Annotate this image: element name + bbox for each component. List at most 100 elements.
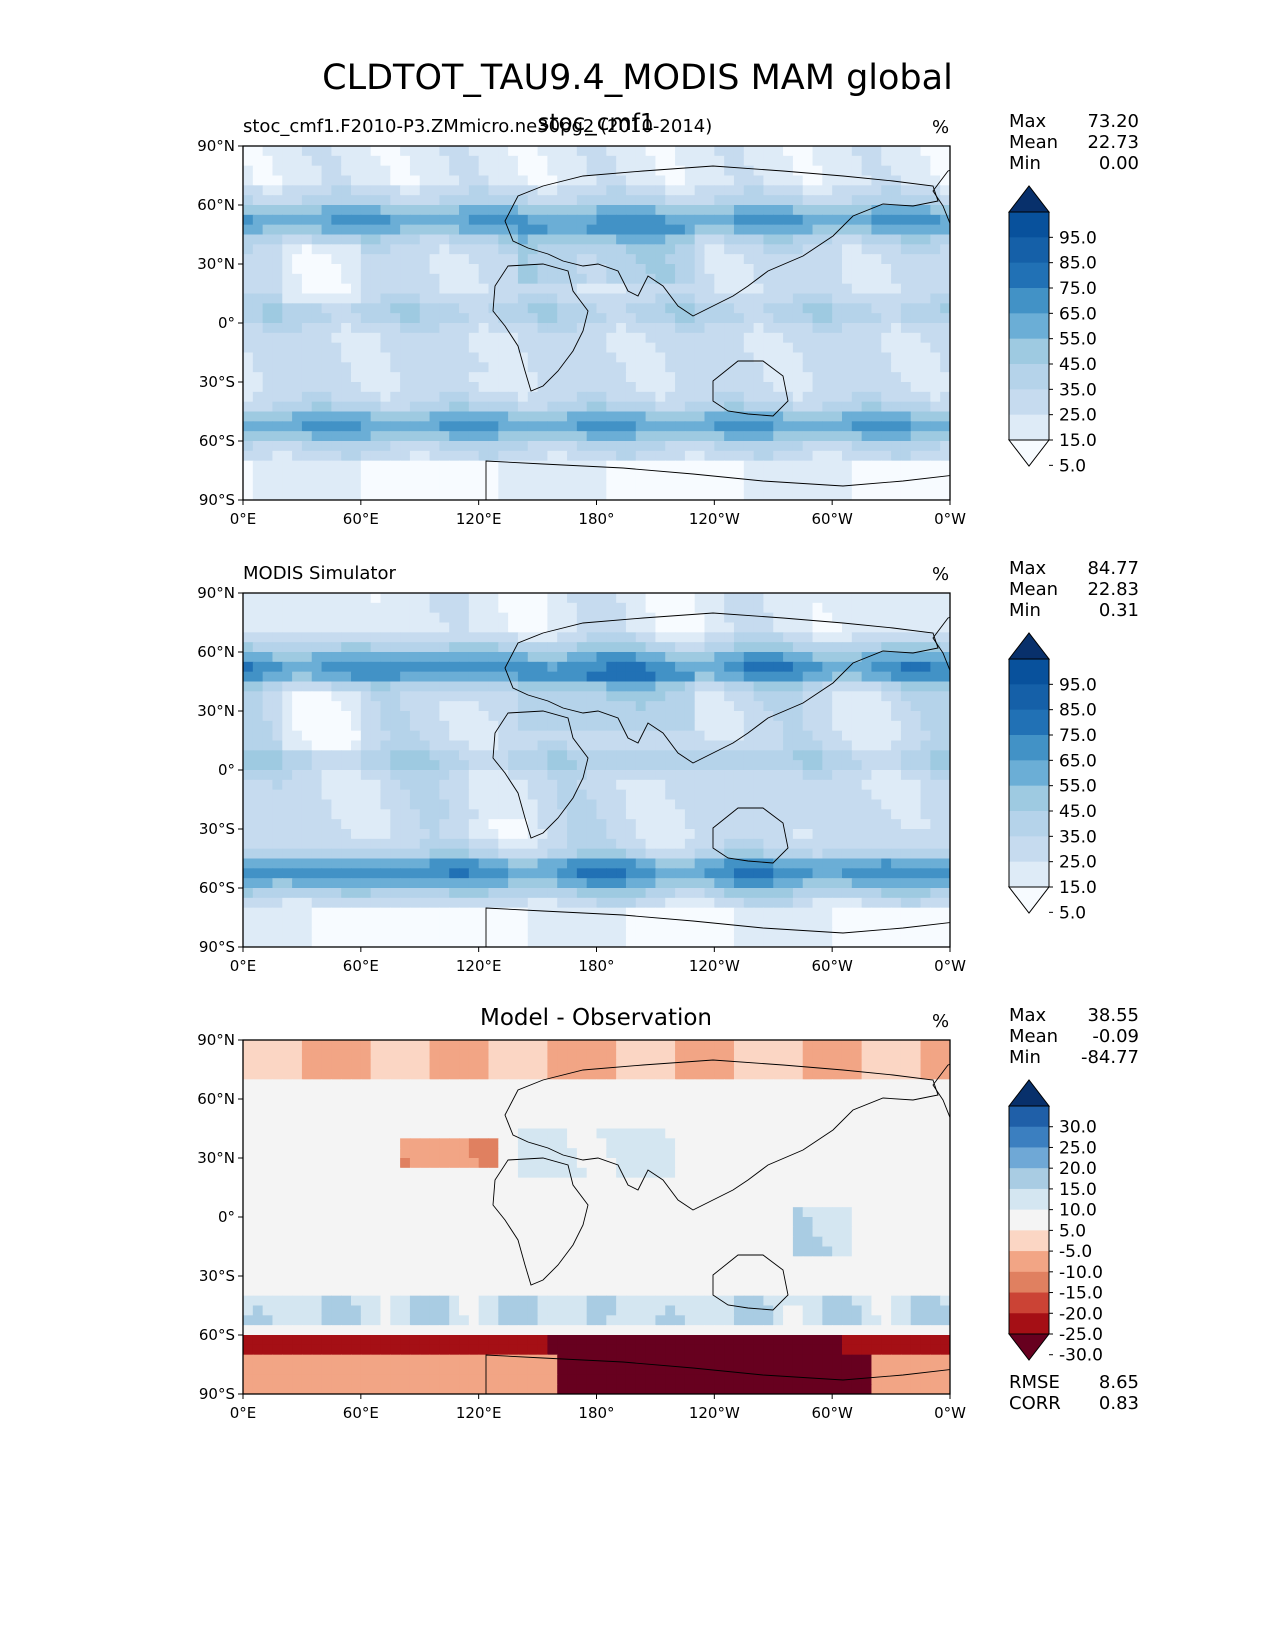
colorbar-label: 15.0 bbox=[1059, 878, 1097, 898]
lon-tick-label: 120°E bbox=[456, 957, 502, 975]
colorbar-label: -20.0 bbox=[1059, 1304, 1103, 1324]
colorbar-label: 65.0 bbox=[1059, 304, 1097, 324]
lon-tick-label: 180° bbox=[578, 510, 614, 528]
lat-tick-label: 30°N bbox=[197, 702, 235, 720]
colorbar-label: 15.0 bbox=[1059, 1180, 1097, 1200]
panel-3-stat-min: Min -84.77 bbox=[1009, 1047, 1139, 1068]
colorbar-label: 95.0 bbox=[1059, 675, 1097, 695]
panel-3-metric-rmse: RMSE 8.65 bbox=[1009, 1372, 1139, 1393]
panel-1-center-title: stoc_cmf1 bbox=[537, 110, 655, 136]
lon-tick-label: 0°W bbox=[934, 510, 966, 528]
map-panel-3 bbox=[243, 1040, 950, 1394]
colorbar-label: 25.0 bbox=[1059, 406, 1097, 426]
colorbar-label: 30.0 bbox=[1059, 1118, 1097, 1138]
panel-2-stat-mean: Mean 22.83 bbox=[1009, 579, 1139, 600]
lat-tick-label: 60°N bbox=[197, 643, 235, 661]
colorbar-label: 5.0 bbox=[1059, 456, 1086, 476]
lon-tick-label: 60°W bbox=[811, 1404, 853, 1422]
colorbar-panel-3: 30.025.020.015.010.05.0-5.0-10.0-15.0-20… bbox=[1007, 1079, 1103, 1366]
lon-tick-label: 60°E bbox=[343, 957, 379, 975]
lat-tick-label: 60°N bbox=[197, 1090, 235, 1108]
lat-tick-label: 60°N bbox=[197, 196, 235, 214]
lat-tick-label: 0° bbox=[218, 761, 235, 779]
lat-tick-label: 90°N bbox=[197, 137, 235, 155]
panel-2-stat-max: Max 84.77 bbox=[1009, 558, 1139, 579]
lat-tick-label: 30°S bbox=[199, 1267, 235, 1285]
lat-tick-label: 60°S bbox=[199, 1326, 235, 1344]
lon-tick-label: 120°E bbox=[456, 1404, 502, 1422]
lon-tick-label: 60°W bbox=[811, 510, 853, 528]
lat-tick-label: 90°S bbox=[199, 938, 235, 956]
panel-3-center-title: Model - Observation bbox=[479, 1005, 713, 1031]
panel-2-units: % bbox=[932, 564, 950, 585]
lon-tick-label: 60°W bbox=[811, 957, 853, 975]
panel-1-units: % bbox=[932, 117, 950, 138]
lat-tick-label: 60°S bbox=[199, 879, 235, 897]
colorbar-label: 45.0 bbox=[1059, 802, 1097, 822]
colorbar-label: -5.0 bbox=[1059, 1242, 1092, 1262]
colorbar-label: 25.0 bbox=[1059, 1138, 1097, 1158]
lon-tick-label: 120°W bbox=[689, 1404, 740, 1422]
lat-tick-label: 0° bbox=[218, 1208, 235, 1226]
colorbar-label: 85.0 bbox=[1059, 701, 1097, 721]
lat-tick-label: 30°S bbox=[199, 820, 235, 838]
colorbar-label: 75.0 bbox=[1059, 726, 1097, 746]
colorbar-label: 55.0 bbox=[1059, 777, 1097, 797]
colorbar-label: 5.0 bbox=[1059, 903, 1086, 923]
panel-2-stat-min: Min 0.31 bbox=[1009, 600, 1139, 621]
colorbar-label: 45.0 bbox=[1059, 355, 1097, 375]
lat-tick-label: 90°N bbox=[197, 1031, 235, 1049]
colorbar-label: 20.0 bbox=[1059, 1159, 1097, 1179]
panel-3-stat-mean: Mean -0.09 bbox=[1009, 1026, 1139, 1047]
lon-tick-label: 0°E bbox=[230, 510, 257, 528]
lon-tick-label: 0°W bbox=[934, 1404, 966, 1422]
colorbar-label: 55.0 bbox=[1059, 330, 1097, 350]
figure-title: CLDTOT_TAU9.4_MODIS MAM global bbox=[322, 58, 953, 98]
lat-tick-label: 90°N bbox=[197, 584, 235, 602]
lon-tick-label: 60°E bbox=[343, 510, 379, 528]
lon-tick-label: 0°E bbox=[230, 1404, 257, 1422]
panel-2-left-title: MODIS Simulator bbox=[243, 563, 396, 584]
lon-tick-label: 0°W bbox=[934, 957, 966, 975]
lat-tick-label: 30°S bbox=[199, 373, 235, 391]
colorbar-panel-2: 95.0 85.0 75.0 65.0 55.0 45.0 35.0 25.0 15.0 5.0 bbox=[1007, 632, 1097, 923]
colorbar-panel-1: 95.0 85.0 75.0 65.0 55.0 45.0 35.0 25.0 15.0 5.0 bbox=[1007, 185, 1097, 476]
colorbar-label: 85.0 bbox=[1059, 254, 1097, 274]
panel-3-stat-max: Max 38.55 bbox=[1009, 1005, 1139, 1026]
panel-3-units: % bbox=[932, 1011, 950, 1032]
colorbar-label: 65.0 bbox=[1059, 751, 1097, 771]
lat-tick-label: 60°S bbox=[199, 432, 235, 450]
panel-1-stat-min: Min 0.00 bbox=[1009, 153, 1139, 174]
map-panel-1 bbox=[243, 146, 950, 500]
lon-tick-label: 120°W bbox=[689, 957, 740, 975]
lat-tick-label: 90°S bbox=[199, 1385, 235, 1403]
panel-1-stat-mean: Mean 22.73 bbox=[1009, 132, 1139, 153]
colorbar-label: -15.0 bbox=[1059, 1284, 1103, 1304]
panel-1-stat-max: Max 73.20 bbox=[1009, 111, 1139, 132]
lat-tick-label: 90°S bbox=[199, 491, 235, 509]
colorbar-label: 5.0 bbox=[1059, 1221, 1086, 1241]
colorbar-label: 10.0 bbox=[1059, 1201, 1097, 1221]
lon-tick-label: 120°W bbox=[689, 510, 740, 528]
colorbar-label: 25.0 bbox=[1059, 853, 1097, 873]
panel-3-metric-corr: CORR 0.83 bbox=[1009, 1393, 1139, 1414]
colorbar-label: 95.0 bbox=[1059, 228, 1097, 248]
colorbar-label: -25.0 bbox=[1059, 1325, 1103, 1345]
colorbar-label: 35.0 bbox=[1059, 380, 1097, 400]
colorbar-label: 75.0 bbox=[1059, 279, 1097, 299]
panel-1-left-title: stoc_cmf1.F2010-P3.ZMmicro.ne30pg2 (2010… bbox=[243, 116, 713, 137]
lon-tick-label: 180° bbox=[578, 957, 614, 975]
map-panel-2 bbox=[243, 593, 950, 947]
lon-tick-label: 120°E bbox=[456, 510, 502, 528]
lat-tick-label: 30°N bbox=[197, 255, 235, 273]
colorbar-label: -30.0 bbox=[1059, 1346, 1103, 1366]
lon-tick-label: 0°E bbox=[230, 957, 257, 975]
colorbar-label: -10.0 bbox=[1059, 1263, 1103, 1283]
lon-tick-label: 60°E bbox=[343, 1404, 379, 1422]
lat-tick-label: 0° bbox=[218, 314, 235, 332]
lat-tick-label: 30°N bbox=[197, 1149, 235, 1167]
colorbar-label: 15.0 bbox=[1059, 431, 1097, 451]
colorbar-label: 35.0 bbox=[1059, 827, 1097, 847]
lon-tick-label: 180° bbox=[578, 1404, 614, 1422]
